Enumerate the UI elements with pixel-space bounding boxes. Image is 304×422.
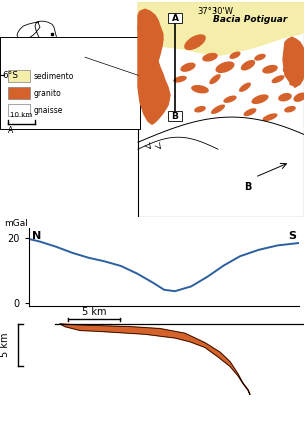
Bar: [138, 2, 304, 217]
Text: 10 km: 10 km: [10, 112, 32, 118]
Polygon shape: [283, 37, 304, 87]
Bar: [8, 70, 30, 82]
Bar: [8, 104, 30, 116]
Text: mGal: mGal: [5, 219, 28, 228]
Bar: [0, 37, 140, 129]
Text: 37°30'W: 37°30'W: [197, 7, 233, 16]
Ellipse shape: [251, 95, 268, 104]
Text: Brasil: Brasil: [27, 48, 49, 57]
Ellipse shape: [244, 108, 257, 116]
Ellipse shape: [284, 106, 296, 113]
Text: sedimento: sedimento: [34, 72, 74, 81]
Ellipse shape: [293, 92, 304, 102]
Text: 6°S: 6°S: [2, 71, 18, 80]
Ellipse shape: [278, 93, 292, 101]
Ellipse shape: [173, 76, 187, 83]
Text: A: A: [171, 14, 178, 23]
Text: A: A: [8, 126, 13, 135]
Ellipse shape: [283, 62, 297, 73]
Ellipse shape: [211, 105, 225, 114]
Polygon shape: [60, 324, 250, 395]
Ellipse shape: [223, 95, 237, 103]
Ellipse shape: [216, 62, 235, 73]
Ellipse shape: [262, 65, 278, 73]
Ellipse shape: [271, 75, 285, 83]
Ellipse shape: [191, 85, 209, 93]
Text: 5 km: 5 km: [82, 307, 106, 317]
Bar: [168, 13, 182, 23]
Ellipse shape: [194, 106, 206, 113]
Ellipse shape: [202, 53, 218, 62]
Text: gnaisse: gnaisse: [34, 106, 63, 115]
Ellipse shape: [180, 62, 196, 72]
Ellipse shape: [254, 54, 266, 61]
Text: 5 km: 5 km: [0, 333, 10, 357]
Text: granito: granito: [34, 89, 62, 98]
Text: B: B: [244, 182, 252, 192]
Bar: [8, 87, 30, 99]
Polygon shape: [138, 2, 304, 55]
Ellipse shape: [184, 34, 206, 50]
Polygon shape: [17, 21, 57, 47]
Text: B: B: [171, 112, 178, 121]
Polygon shape: [138, 19, 163, 52]
Ellipse shape: [262, 113, 278, 121]
Ellipse shape: [241, 60, 255, 70]
Ellipse shape: [230, 51, 240, 59]
Ellipse shape: [239, 83, 251, 92]
Bar: [168, 111, 182, 121]
Text: Bacia Potiguar: Bacia Potiguar: [213, 15, 287, 24]
Text: N: N: [32, 231, 41, 241]
Ellipse shape: [289, 79, 301, 86]
Ellipse shape: [209, 74, 221, 84]
Polygon shape: [138, 9, 170, 124]
Text: S: S: [289, 231, 297, 241]
